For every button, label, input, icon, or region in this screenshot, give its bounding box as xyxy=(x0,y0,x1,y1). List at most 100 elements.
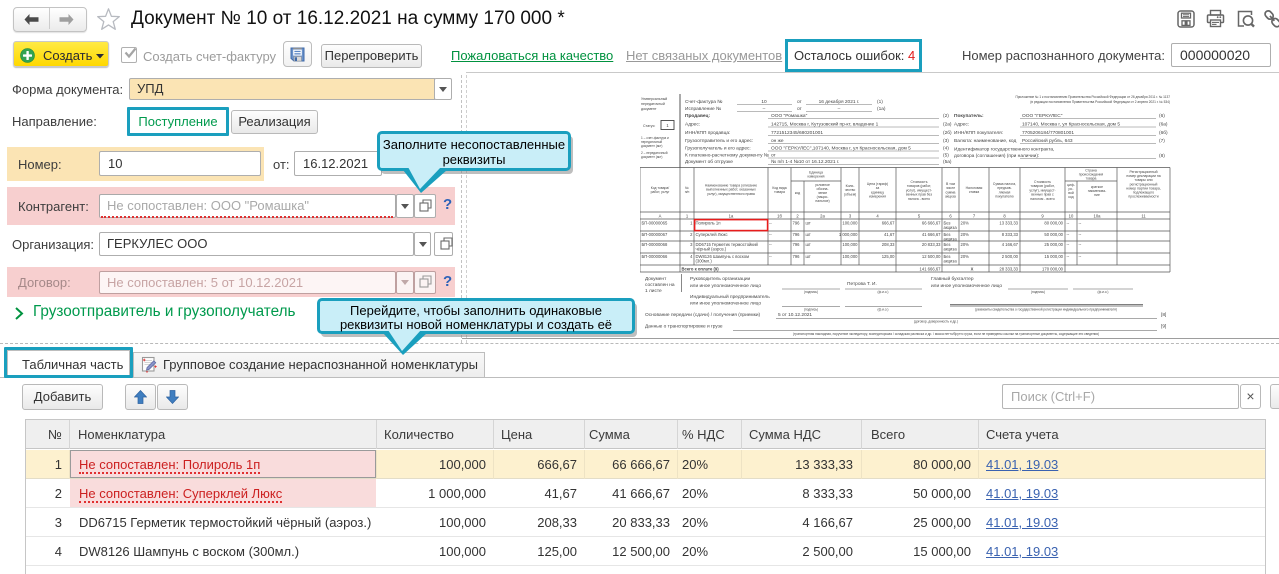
svg-text:Счет-фактура №: Счет-фактура № xyxy=(685,99,722,105)
svg-text:обозна-: обозна- xyxy=(816,187,828,191)
svg-text:(договор, доверенность и др.): (договор, доверенность и др.) xyxy=(914,320,958,324)
svg-text:208,33: 208,33 xyxy=(882,242,895,247)
svg-text:или иное уполномоченное лицо: или иное уполномоченное лицо xyxy=(931,284,1002,289)
svg-text:выполненных работ, оказанных: выполненных работ, оказанных xyxy=(706,188,756,192)
svg-text:номер партии товара,: номер партии товара, xyxy=(1126,186,1160,190)
svg-text:(2а): (2а) xyxy=(943,122,952,128)
svg-text:наименова-: наименова- xyxy=(1088,189,1106,193)
svg-text:170 000,00: 170 000,00 xyxy=(1042,267,1064,272)
svg-text:12 500,00: 12 500,00 xyxy=(922,254,941,259)
svg-text:за: за xyxy=(876,186,880,190)
svg-text:п/п: п/п xyxy=(685,190,690,194)
svg-text:вой: вой xyxy=(1068,191,1074,195)
svg-text:венных прав с: венных прав с xyxy=(1031,193,1054,197)
svg-text:передаточный: передаточный xyxy=(641,102,665,106)
svg-text:Сумма налога,: Сумма налога, xyxy=(993,182,1016,186)
svg-text:товары или: товары или xyxy=(1134,178,1152,182)
svg-text:документ (акт): документ (акт) xyxy=(641,155,662,159)
svg-text:шт: шт xyxy=(806,221,811,226)
svg-text:1 листе: 1 листе xyxy=(645,288,662,294)
svg-text:Валюта: наименование, код: Валюта: наименование, код xyxy=(954,138,1016,144)
svg-text:Документ об отгрузке: Документ об отгрузке xyxy=(685,159,733,165)
svg-text:6: 6 xyxy=(949,213,952,218)
svg-text:Грузоотправитель и его адрес:: Грузоотправитель и его адрес: xyxy=(685,138,753,144)
svg-text:--: -- xyxy=(769,242,772,247)
svg-text:Индивидуальный предприниматель: Индивидуальный предприниматель xyxy=(690,293,770,300)
svg-text:5: 5 xyxy=(918,213,921,218)
svg-text:Без: Без xyxy=(944,242,951,247)
svg-text:измерения: измерения xyxy=(869,195,886,199)
svg-text:Код вида: Код вида xyxy=(772,186,786,190)
svg-text:141 666,67: 141 666,67 xyxy=(920,267,942,272)
svg-text:акциза: акциза xyxy=(944,247,958,252)
svg-text:107140, Москва г, ул Красносел: 107140, Москва г, ул Красносельская, дом… xyxy=(1022,122,1120,128)
svg-text:8: 8 xyxy=(1003,213,1006,218)
svg-text:16 декабря 2021 г.: 16 декабря 2021 г. xyxy=(819,99,860,105)
svg-text:--: -- xyxy=(1067,254,1070,259)
svg-text:ро-: ро- xyxy=(1069,187,1074,191)
svg-text:Покупатель:: Покупатель: xyxy=(954,113,984,119)
svg-text:регистрационный: регистрационный xyxy=(1130,182,1158,186)
svg-text:(реквизиты свидетельства о гос: (реквизиты свидетельства о государственн… xyxy=(975,308,1117,312)
svg-text:ООО "ГЕРКУЛЕС",107140, Москва: ООО "ГЕРКУЛЕС",107140, Москва г, ул Крас… xyxy=(771,146,911,152)
svg-text:7705206184/770801001: 7705206184/770801001 xyxy=(1022,130,1074,136)
svg-text:Единица: Единица xyxy=(809,171,823,175)
svg-text:25 000,00: 25 000,00 xyxy=(1044,242,1063,247)
svg-text:3: 3 xyxy=(849,213,852,218)
svg-text:Идентификатор государственного: Идентификатор государственного контракта… xyxy=(954,147,1054,153)
svg-text:услуг), имущест-: услуг), имущест- xyxy=(906,188,932,192)
svg-text:5 от 10.12.2021: 5 от 10.12.2021 xyxy=(778,312,812,318)
svg-text:796: 796 xyxy=(793,232,801,237)
svg-text:товара: товара xyxy=(774,190,785,194)
svg-text:Российский рубль, 643: Российский рубль, 643 xyxy=(1022,137,1073,144)
svg-text:(ф.и.о.): (ф.и.о.) xyxy=(1098,290,1109,294)
svg-text:Грузополучатель и его адрес:: Грузополучатель и его адрес: xyxy=(685,146,751,152)
svg-text:К платежно-расчетному документ: К платежно-расчетному документу № xyxy=(685,153,769,159)
svg-text:Суперклей Люкс: Суперклей Люкс xyxy=(696,232,728,237)
svg-text:Продавец:: Продавец: xyxy=(685,113,710,119)
svg-text:нальное): нальное) xyxy=(815,199,829,203)
svg-text:Х: Х xyxy=(971,267,974,272)
svg-text:краткое: краткое xyxy=(1091,185,1103,189)
svg-text:шт: шт xyxy=(806,254,811,259)
svg-text:Адрес:: Адрес: xyxy=(685,122,700,128)
svg-text:(в редакции постановления Прав: (в редакции постановления Правительства … xyxy=(1030,100,1170,104)
svg-text:акциза: акциза xyxy=(945,195,956,199)
svg-text:циф-: циф- xyxy=(1067,183,1075,187)
svg-text:БП-00000068: БП-00000068 xyxy=(642,242,668,247)
svg-text:4: 4 xyxy=(876,213,879,218)
svg-text:ИНН/КПП продавца:: ИНН/КПП продавца: xyxy=(685,130,730,136)
svg-text:В том: В том xyxy=(946,182,956,186)
svg-text:1: 1 xyxy=(690,221,693,226)
svg-text:41 666,67: 41 666,67 xyxy=(922,232,941,237)
svg-text:(1): (1) xyxy=(877,99,883,105)
svg-text:(нацио-: (нацио- xyxy=(817,195,829,199)
svg-text:(2): (2) xyxy=(943,113,949,119)
svg-text:товаров (работ,: товаров (работ, xyxy=(1030,184,1054,188)
svg-text:20%: 20% xyxy=(961,242,970,247)
svg-text:(300мл.): (300мл.) xyxy=(696,259,713,264)
svg-text:от: от xyxy=(771,154,777,159)
svg-text:(5а): (5а) xyxy=(943,159,952,165)
svg-text:Данные о транспортировке и гру: Данные о транспортировке и грузе xyxy=(645,324,723,330)
svg-text:20%: 20% xyxy=(961,232,970,237)
svg-text:прослеживаемости: прослеживаемости xyxy=(1128,195,1158,199)
svg-text:1б: 1б xyxy=(777,213,782,218)
svg-text:3: 3 xyxy=(690,242,693,247)
svg-text:Универсальный: Универсальный xyxy=(641,97,667,101)
svg-text:единицу: единицу xyxy=(871,190,884,194)
svg-text:чение: чение xyxy=(818,191,827,195)
svg-text:--: -- xyxy=(1067,221,1070,226)
svg-text:(5): (5) xyxy=(943,153,949,159)
svg-text:125,00: 125,00 xyxy=(882,254,895,259)
svg-text:товара: товара xyxy=(1086,177,1097,181)
svg-text:код: код xyxy=(795,191,800,195)
svg-text:Исправление №: Исправление № xyxy=(685,106,721,112)
svg-text:(ф.и.о.): (ф.и.о.) xyxy=(878,308,889,312)
svg-text:9: 9 xyxy=(1041,213,1044,218)
svg-text:или иное уполномоченное лицо: или иное уполномоченное лицо xyxy=(690,284,761,289)
svg-text:акциза: акциза xyxy=(944,237,958,242)
svg-text:20%: 20% xyxy=(961,221,970,226)
svg-text:(1а): (1а) xyxy=(877,106,886,112)
svg-text:--: -- xyxy=(1079,242,1082,247)
